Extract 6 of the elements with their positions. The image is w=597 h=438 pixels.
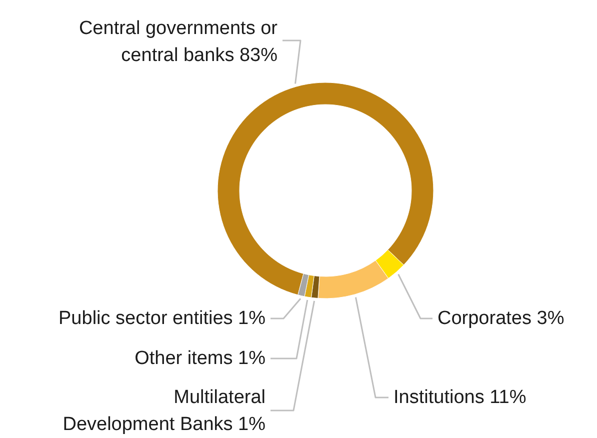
- slice-label: Other items 1%: [134, 348, 266, 369]
- slice-label: Institutions 11%: [394, 387, 526, 408]
- slice-label: Central governments or central banks 83%: [78, 18, 278, 66]
- slice-label: Public sector entities 1%: [58, 308, 266, 329]
- slice-label: Corporates 3%: [438, 308, 564, 329]
- slice-label: Multilateral Development Banks 1%: [62, 387, 266, 435]
